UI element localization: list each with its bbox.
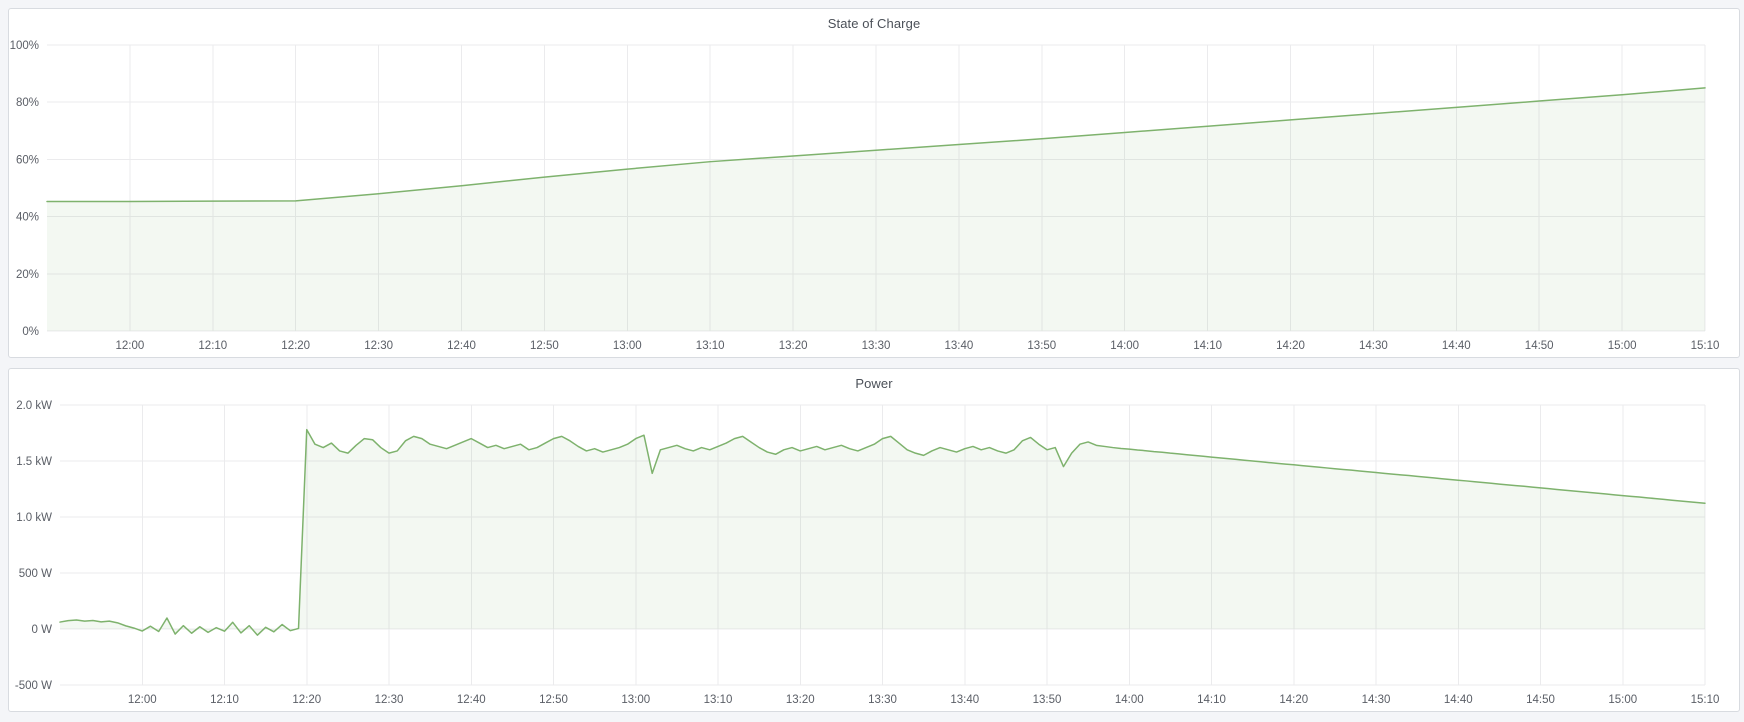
x-tick-label: 14:00 — [1115, 694, 1144, 706]
x-tick-label: 13:10 — [704, 694, 733, 706]
x-tick-label: 12:50 — [539, 694, 568, 706]
x-tick-label: 14:00 — [1110, 340, 1139, 352]
x-tick-label: 13:20 — [779, 340, 808, 352]
y-tick-label: 500 W — [19, 568, 52, 580]
soc-chart-canvas[interactable]: 0% 20% 40% 60% 80% 100% 12:00 12:10 12:20 12:30 12… — [9, 37, 1739, 357]
x-tick-label: 14:50 — [1526, 694, 1555, 706]
x-tick-label: 12:00 — [128, 694, 157, 706]
y-tick-label: 0% — [22, 326, 39, 338]
y-tick-label: 20% — [16, 269, 39, 281]
y-tick-label: 0 W — [32, 624, 53, 636]
x-tick-label: 12:10 — [198, 340, 227, 352]
y-tick-label: 60% — [16, 154, 39, 166]
x-tick-label: 13:10 — [696, 340, 725, 352]
x-tick-label: 14:50 — [1525, 340, 1554, 352]
panel-title-power[interactable]: Power — [855, 375, 893, 391]
x-tick-label: 12:10 — [210, 694, 239, 706]
x-tick-label: 13:30 — [868, 694, 897, 706]
y-tick-label: 1.5 kW — [16, 456, 52, 468]
y-tick-label: -500 W — [15, 680, 52, 692]
x-tick-label: 12:30 — [364, 340, 393, 352]
y-tick-label: 100% — [10, 40, 39, 52]
x-tick-label: 13:50 — [1027, 340, 1056, 352]
x-tick-label: 14:30 — [1359, 340, 1388, 352]
x-tick-label: 12:00 — [116, 340, 145, 352]
x-tick-label: 12:30 — [375, 694, 404, 706]
y-tick-label: 1.0 kW — [16, 512, 52, 524]
x-tick-label: 15:10 — [1691, 694, 1720, 706]
x-tick-label: 14:30 — [1362, 694, 1391, 706]
power-chart-svg: -500 W 0 W 500 W 1.0 kW 1.5 kW 2.0 kW 12:00 12:… — [15, 400, 1720, 706]
x-tick-label: 12:40 — [447, 340, 476, 352]
x-tick-label: 13:00 — [621, 694, 650, 706]
panel-title-state-of-charge[interactable]: State of Charge — [827, 15, 921, 31]
x-tick-label: 14:40 — [1442, 340, 1471, 352]
x-tick-label: 13:50 — [1033, 694, 1062, 706]
x-tick-label: 12:40 — [457, 694, 486, 706]
x-tick-label: 13:20 — [786, 694, 815, 706]
x-tick-label: 13:00 — [613, 340, 642, 352]
power-chart-canvas[interactable]: -500 W 0 W 500 W 1.0 kW 1.5 kW 2.0 kW 12:00 12:… — [9, 397, 1739, 711]
x-tick-label: 12:20 — [281, 340, 310, 352]
x-tick-label: 13:30 — [862, 340, 891, 352]
x-tick-label: 13:40 — [950, 694, 979, 706]
x-tick-label: 14:10 — [1193, 340, 1222, 352]
x-tick-label: 14:20 — [1276, 340, 1305, 352]
x-tick-label: 15:00 — [1608, 340, 1637, 352]
soc-chart-svg: 0% 20% 40% 60% 80% 100% 12:00 12:10 12:20 12:30 12… — [10, 40, 1720, 352]
x-tick-label: 13:40 — [945, 340, 974, 352]
y-tick-label: 2.0 kW — [16, 400, 52, 412]
x-tick-label: 14:10 — [1197, 694, 1226, 706]
x-tick-label: 14:40 — [1444, 694, 1473, 706]
x-tick-label: 14:20 — [1279, 694, 1308, 706]
panel-power: Power -500 W 0 W 500 W 1.0 kW 1.5 kW 2.0 kW 12… — [8, 368, 1740, 712]
y-tick-label: 40% — [16, 212, 39, 224]
y-tick-label: 80% — [16, 97, 39, 109]
panel-state-of-charge: State of Charge 0% 20% 40% 60% 80% 100% 12:00 1… — [8, 8, 1740, 358]
x-tick-label: 12:20 — [292, 694, 321, 706]
x-tick-label: 15:00 — [1608, 694, 1637, 706]
x-tick-label: 12:50 — [530, 340, 559, 352]
x-tick-label: 15:10 — [1691, 340, 1720, 352]
